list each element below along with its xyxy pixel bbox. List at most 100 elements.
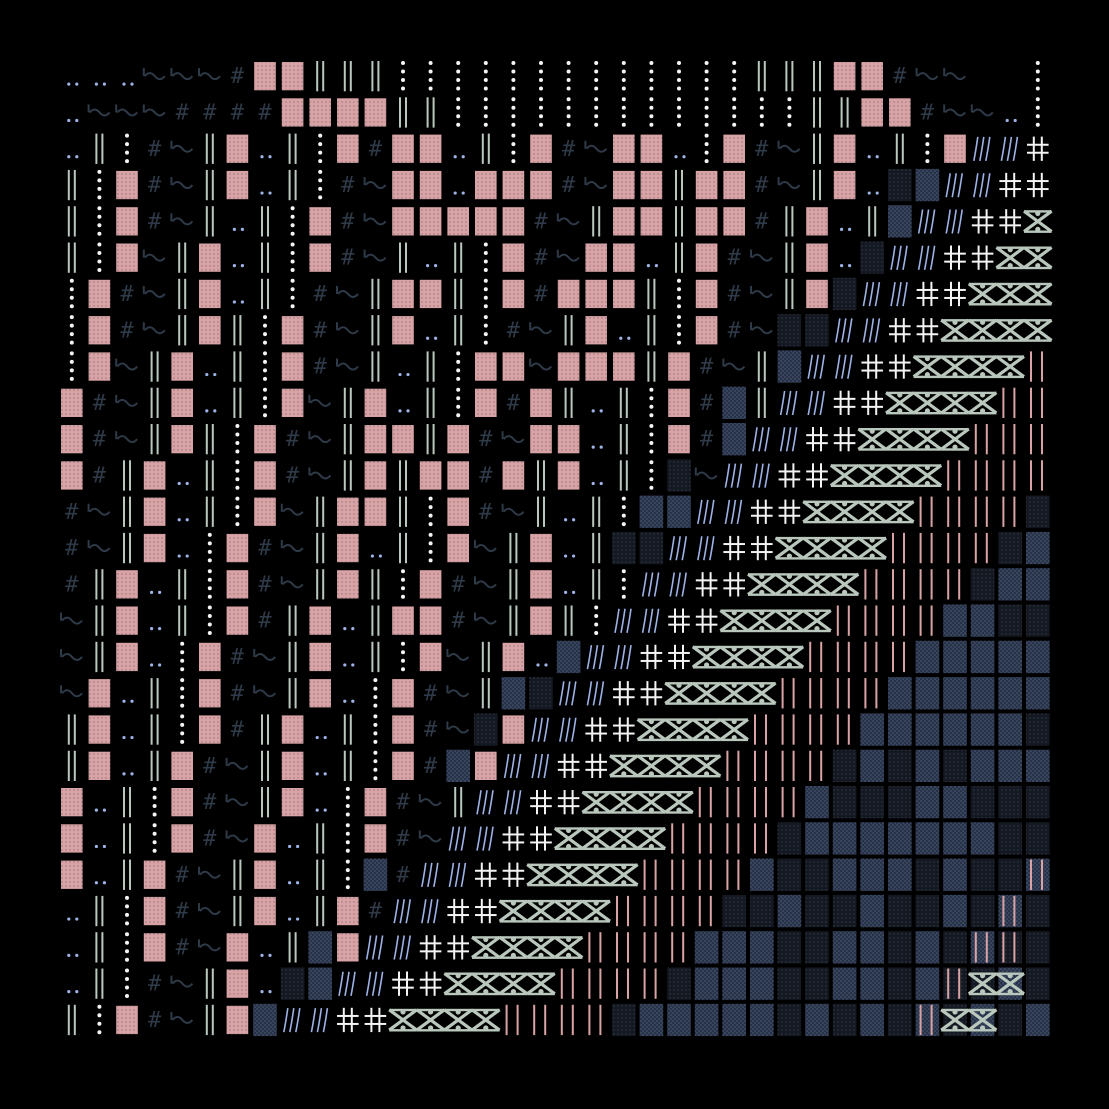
glyph-cell-darkdither — [777, 1003, 802, 1037]
glyph-cell-x — [691, 718, 722, 742]
glyph-cell-hash: # — [424, 718, 438, 743]
glyph-cell-tilde — [777, 140, 801, 153]
glyph-cell-colon — [122, 772, 134, 776]
glyph-cell-bars — [123, 859, 131, 890]
svg-text:#: # — [396, 790, 410, 815]
svg-text:#: # — [258, 609, 272, 634]
glyph-cell-colon — [177, 518, 189, 522]
glyph-cell-bars — [205, 133, 214, 164]
glyph-cell-block — [61, 824, 83, 853]
glyph-cell-darkdither — [805, 858, 829, 891]
glyph-cell-slash — [697, 499, 715, 525]
glyph-cell-pipes — [671, 932, 685, 963]
glyph-cell-slash — [586, 644, 605, 670]
glyph-cell-bars — [785, 278, 794, 310]
glyph-cell-tilde — [280, 540, 304, 553]
glyph-cell-pipes — [588, 1004, 602, 1036]
glyph-cell-x — [940, 355, 970, 379]
glyph-cell-bars — [537, 460, 545, 491]
glyph-cell-block — [61, 788, 83, 817]
glyph-cell-dither — [860, 894, 884, 928]
glyph-cell-dots — [566, 97, 571, 127]
glyph-cell-darkdither — [612, 531, 636, 565]
glyph-cell-x — [802, 609, 832, 633]
glyph-cell-x — [609, 827, 639, 850]
glyph-cell-block — [530, 606, 552, 635]
glyph-cell-x — [636, 827, 667, 850]
glyph-cell-dots — [511, 61, 516, 91]
glyph-cell-hash: # — [93, 391, 107, 416]
glyph-cell-dots — [732, 97, 737, 127]
glyph-cell-dots — [125, 895, 129, 926]
glyph-cell-block — [337, 134, 359, 163]
glyph-cell-dither — [501, 677, 526, 710]
glyph-cell-slash — [1000, 136, 1019, 162]
glyph-cell-slash — [752, 463, 770, 488]
glyph-cell-bars — [757, 61, 766, 92]
glyph-cell-darkdither — [970, 858, 995, 891]
glyph-cell-slash — [862, 281, 881, 307]
glyph-cell-pipes — [560, 968, 574, 999]
glyph-cell-bars — [233, 895, 242, 927]
glyph-cell-bars — [454, 787, 463, 818]
glyph-cell-cross — [1027, 136, 1049, 161]
glyph-cell-hash: # — [148, 209, 162, 234]
glyph-cell-bars — [316, 569, 325, 600]
glyph-cell-block — [364, 388, 387, 417]
glyph-cell-slash — [779, 390, 798, 416]
glyph-cell-dots — [456, 61, 461, 91]
glyph-cell-dither — [970, 604, 995, 637]
glyph-cell-bars — [647, 351, 656, 382]
glyph-cell-block — [502, 715, 525, 744]
glyph-cell-hash: # — [562, 137, 576, 162]
glyph-cell-hash: # — [341, 209, 355, 234]
glyph-cell-x — [664, 681, 694, 705]
glyph-cell-colon — [122, 699, 134, 703]
glyph-cell-block — [668, 388, 690, 417]
glyph-cell-cross — [530, 826, 552, 851]
glyph-cell-tilde — [943, 68, 966, 81]
glyph-cell-tilde — [225, 794, 249, 807]
glyph-cell-darkdither — [805, 894, 829, 928]
glyph-cell-bars — [261, 714, 269, 745]
glyph-cell-dither — [943, 604, 967, 637]
glyph-cell-bars — [343, 460, 352, 491]
glyph-cell-dither — [915, 640, 940, 674]
glyph-cell-dither — [832, 967, 857, 1000]
glyph-cell-dots — [594, 97, 599, 127]
glyph-cell-hash: # — [700, 391, 714, 416]
glyph-cell-x — [471, 935, 501, 959]
glyph-cell-dots — [69, 351, 74, 381]
glyph-cell-hash: # — [176, 935, 190, 960]
glyph-cell-bars — [868, 206, 877, 237]
glyph-cell-dither — [1026, 858, 1050, 891]
glyph-cell-darkdither — [1026, 495, 1050, 528]
glyph-cell-dither — [805, 1003, 829, 1037]
glyph-cell-block — [309, 679, 331, 708]
glyph-cell-bars — [316, 895, 325, 927]
glyph-cell-tilde — [363, 249, 387, 262]
glyph-cell-block — [530, 170, 552, 200]
glyph-cell-bars — [785, 61, 794, 92]
glyph-cell-block — [364, 824, 387, 853]
svg-text:#: # — [65, 500, 79, 525]
glyph-cell-dither — [888, 677, 912, 710]
glyph-cell-x — [747, 572, 777, 596]
glyph-cell-block — [199, 316, 221, 345]
glyph-cell-block — [254, 497, 276, 526]
glyph-cell-dots — [483, 61, 488, 91]
glyph-cell-block — [723, 134, 745, 163]
glyph-cell-dots — [152, 823, 157, 853]
glyph-cell-cross — [364, 1007, 387, 1033]
glyph-cell-hash: # — [231, 645, 245, 670]
glyph-cell-dots — [787, 97, 792, 127]
glyph-cell-block — [226, 134, 249, 163]
glyph-cell-pipes — [836, 714, 850, 745]
svg-text:#: # — [507, 391, 521, 416]
glyph-cell-colon — [867, 155, 879, 159]
glyph-cell-dots — [483, 278, 488, 309]
glyph-cell-block — [143, 933, 166, 962]
glyph-cell-block — [613, 279, 635, 309]
glyph-cell-bars — [592, 532, 601, 564]
glyph-cell-block — [447, 425, 469, 454]
